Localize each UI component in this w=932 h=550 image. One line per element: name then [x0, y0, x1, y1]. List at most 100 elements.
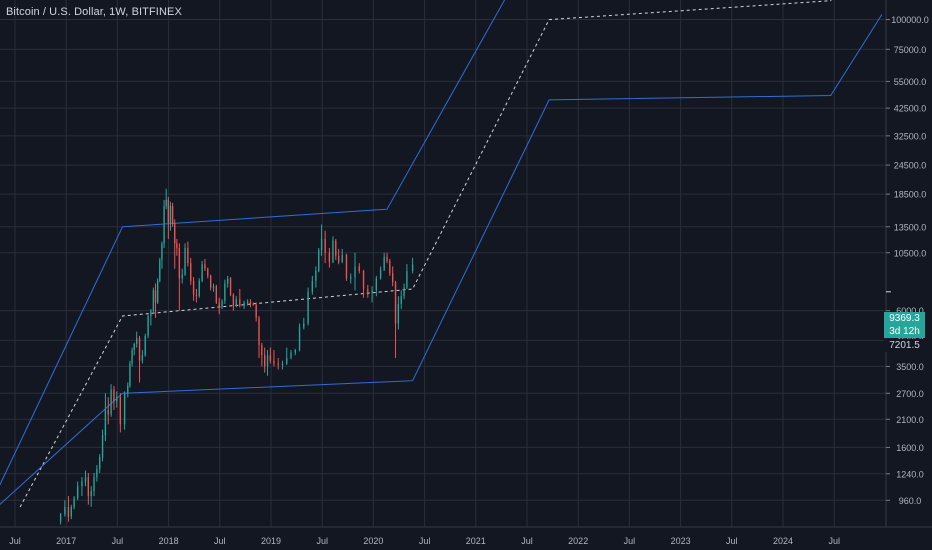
candle[interactable] [243, 300, 245, 309]
price-axis[interactable]: 300000.0220000.0170000.0130000.0100000.0… [886, 0, 929, 506]
candle[interactable] [290, 350, 292, 360]
candle[interactable] [127, 382, 129, 398]
candle[interactable] [184, 243, 186, 276]
candle[interactable] [138, 335, 141, 383]
candle[interactable] [141, 350, 144, 364]
channel-upper-line[interactable] [0, 0, 856, 496]
candle[interactable] [84, 470, 87, 487]
candle[interactable] [152, 287, 155, 315]
candle[interactable] [367, 284, 369, 298]
candle[interactable] [73, 496, 75, 510]
candle[interactable] [335, 238, 337, 260]
candle[interactable] [147, 314, 149, 339]
candle[interactable] [332, 236, 334, 264]
candle[interactable] [294, 348, 296, 356]
candle[interactable] [320, 224, 323, 256]
time-axis[interactable]: Jul 2017 Jul 2018 Jul 2019 Jul 2020 Jul 2021 Jul 20… [9, 536, 840, 546]
candle[interactable] [119, 393, 122, 433]
candle[interactable] [383, 252, 385, 272]
candle[interactable] [129, 360, 131, 388]
candle[interactable] [198, 278, 200, 298]
candle[interactable] [209, 274, 212, 291]
candle[interactable] [286, 347, 288, 365]
candle[interactable] [391, 266, 394, 287]
candle[interactable] [337, 248, 340, 265]
candle[interactable] [345, 253, 348, 281]
candle[interactable] [178, 243, 181, 311]
candle[interactable] [266, 350, 269, 376]
candle[interactable] [192, 277, 195, 301]
candle[interactable] [161, 241, 163, 269]
candle[interactable] [123, 391, 126, 430]
candle[interactable] [311, 275, 314, 295]
candle[interactable] [176, 238, 178, 256]
candle[interactable] [90, 486, 92, 507]
candle[interactable] [181, 268, 183, 284]
candle[interactable] [224, 279, 226, 304]
candle[interactable] [195, 288, 198, 303]
candle[interactable] [135, 331, 138, 348]
candle[interactable] [324, 230, 326, 264]
candle[interactable] [215, 284, 218, 304]
candle[interactable] [207, 267, 209, 279]
candle[interactable] [269, 347, 272, 364]
candle[interactable] [171, 202, 174, 227]
candle[interactable] [255, 302, 257, 322]
candle[interactable] [235, 296, 237, 308]
candle[interactable] [133, 342, 135, 356]
candle[interactable] [227, 275, 229, 288]
candle[interactable] [101, 429, 104, 462]
candle[interactable] [107, 397, 109, 425]
candle[interactable] [394, 280, 397, 358]
candle[interactable] [150, 308, 152, 326]
candle[interactable] [87, 472, 90, 505]
candle[interactable] [190, 257, 192, 285]
candle[interactable] [358, 263, 360, 274]
candle[interactable] [144, 333, 146, 357]
candle[interactable] [341, 248, 343, 264]
candle[interactable] [218, 297, 220, 315]
candle[interactable] [212, 283, 215, 292]
candle[interactable] [281, 360, 284, 370]
candle[interactable] [386, 252, 388, 264]
candle[interactable] [277, 357, 279, 370]
candle[interactable] [307, 287, 309, 326]
candle[interactable] [99, 454, 101, 473]
candle[interactable] [258, 315, 260, 358]
candle[interactable] [273, 350, 275, 367]
candle[interactable] [328, 247, 331, 268]
candle[interactable] [174, 219, 176, 269]
candle[interactable] [154, 283, 157, 318]
candle[interactable] [113, 385, 115, 410]
candle[interactable] [350, 273, 352, 284]
candle[interactable] [389, 258, 391, 276]
candle[interactable] [263, 347, 266, 373]
candle[interactable] [96, 465, 98, 482]
candle[interactable] [411, 257, 414, 274]
candle[interactable] [362, 269, 365, 298]
channel-median-line[interactable] [19, 0, 882, 508]
candle[interactable] [169, 201, 172, 231]
candle[interactable] [167, 196, 170, 239]
candle[interactable] [239, 288, 241, 308]
candle[interactable] [59, 512, 62, 525]
candle[interactable] [261, 342, 263, 367]
candle[interactable] [315, 266, 317, 288]
candle[interactable] [252, 302, 255, 306]
candle[interactable] [249, 299, 252, 308]
candle[interactable] [221, 299, 223, 309]
candle[interactable] [187, 241, 189, 267]
candle[interactable] [298, 323, 301, 352]
candle[interactable] [400, 290, 402, 309]
candle[interactable] [397, 296, 400, 330]
candle[interactable] [156, 278, 159, 304]
candle[interactable] [204, 258, 206, 272]
candle[interactable] [403, 283, 405, 300]
candle[interactable] [93, 472, 95, 497]
candle[interactable] [76, 481, 79, 501]
candle[interactable] [379, 266, 382, 280]
candle[interactable] [159, 257, 161, 283]
candle[interactable] [375, 275, 378, 297]
